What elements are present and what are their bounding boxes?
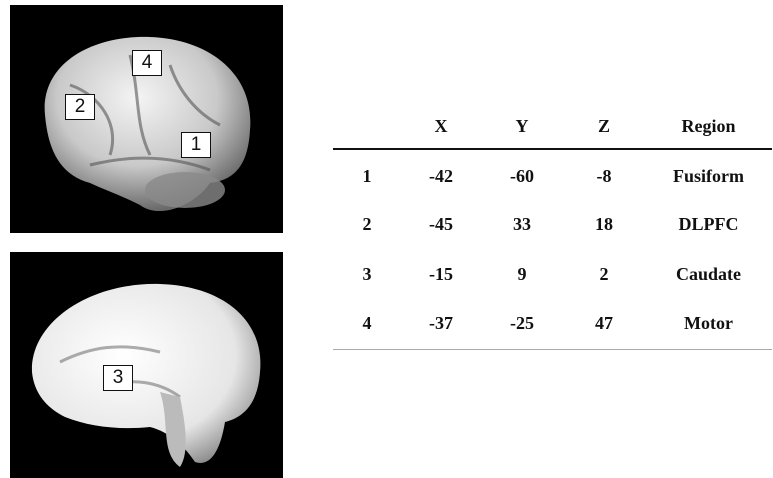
table-cell: 18 [563, 199, 645, 249]
table-cell: -25 [481, 299, 563, 349]
table-cell: 9 [481, 249, 563, 299]
table-cell: Fusiform [645, 149, 772, 199]
table-cell: 47 [563, 299, 645, 349]
table-cell: 1 [333, 149, 401, 199]
header-cell: X [401, 105, 481, 149]
table-cell: 2 [563, 249, 645, 299]
table-cell: -42 [401, 149, 481, 199]
table-cell: DLPFC [645, 199, 772, 249]
header-cell [333, 105, 401, 149]
lateral-brain-image [10, 5, 283, 233]
table-cell: -45 [401, 199, 481, 249]
region-marker: 1 [181, 132, 211, 158]
table-cell: Motor [645, 299, 772, 349]
table-cell: -37 [401, 299, 481, 349]
brain-render [10, 5, 283, 233]
table-cell: -60 [481, 149, 563, 199]
region-marker: 4 [132, 50, 162, 76]
header-cell: Region [645, 105, 772, 149]
table-cell: Caudate [645, 249, 772, 299]
region-marker: 2 [65, 94, 95, 120]
brain-render [10, 252, 283, 478]
table-cell: 33 [481, 199, 563, 249]
table-cell: -8 [563, 149, 645, 199]
header-row: X Y Z Region [333, 105, 772, 149]
header-cell: Z [563, 105, 645, 149]
region-marker: 3 [103, 365, 133, 391]
page: {"figure": {"panels": [{"markers": ["4",… [0, 0, 773, 478]
table-cell: 2 [333, 199, 401, 249]
medial-brain-image [10, 252, 283, 478]
table-cell: 4 [333, 299, 401, 349]
table-cell: 3 [333, 249, 401, 299]
header-cell: Y [481, 105, 563, 149]
table-cell: -15 [401, 249, 481, 299]
